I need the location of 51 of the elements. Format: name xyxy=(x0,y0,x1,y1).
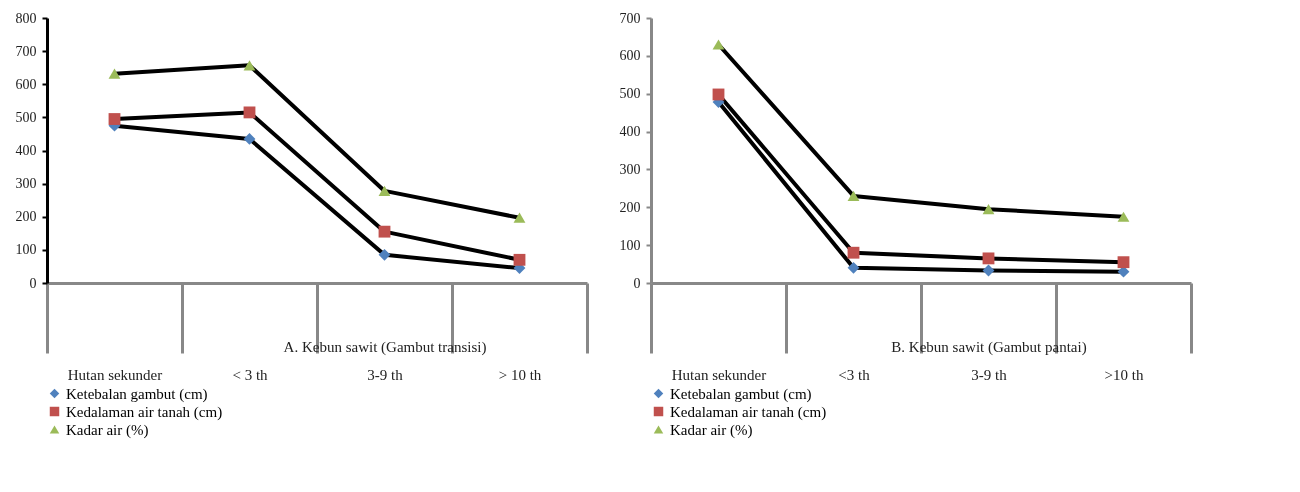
point xyxy=(513,212,526,223)
x-axis-title: A. Kebun sawit (Gambut transisi) xyxy=(283,338,487,356)
y-tick-label: 200 xyxy=(619,199,641,215)
point xyxy=(847,261,860,274)
y-tick-label: 0 xyxy=(29,275,37,291)
point xyxy=(982,252,995,265)
y-tick-label: 300 xyxy=(15,176,37,192)
y-tick-label: 500 xyxy=(619,86,641,102)
x-tick-label: Hutan sekunder xyxy=(671,366,767,383)
y-tick-label: 700 xyxy=(619,10,641,26)
point xyxy=(378,185,391,197)
point xyxy=(982,204,995,215)
y-tick-label: 100 xyxy=(619,237,641,253)
point xyxy=(712,39,725,50)
x-axis-title: B. Kebun sawit (Gambut pantai) xyxy=(891,338,1087,356)
point xyxy=(243,132,256,145)
point xyxy=(378,248,391,261)
y-tick-label: 200 xyxy=(15,209,37,225)
y-tick-label: 100 xyxy=(15,242,37,258)
legend-label: Kadar air (%) xyxy=(66,421,149,439)
x-tick-label: >10 th xyxy=(1104,366,1144,383)
point xyxy=(1117,256,1130,269)
point xyxy=(108,68,121,79)
point xyxy=(378,225,391,238)
point xyxy=(243,106,256,119)
y-tick-label: 700 xyxy=(15,43,37,59)
x-tick-label: <3 th xyxy=(838,366,871,383)
x-tick-label: > 10 th xyxy=(498,366,542,383)
point xyxy=(243,60,256,71)
legend-label: Kedalaman air tanah (cm) xyxy=(66,403,223,421)
x-tick-label: 3-9 th xyxy=(367,366,404,383)
y-tick-label: 500 xyxy=(15,109,37,125)
point xyxy=(1117,211,1130,222)
y-tick-label: 400 xyxy=(619,124,641,140)
y-tick-label: 600 xyxy=(15,76,37,92)
y-tick-label: 400 xyxy=(15,143,37,158)
legend-label: Ketebalan gambut (cm) xyxy=(670,385,812,403)
y-tick-label: 300 xyxy=(619,161,641,177)
y-tick-label: 0 xyxy=(633,275,641,291)
legend-label: Kedalaman air tanah (cm) xyxy=(670,403,827,421)
y-tick-label: 800 xyxy=(15,10,37,26)
point xyxy=(847,246,860,259)
point xyxy=(108,113,121,125)
x-tick-label: Hutan sekunder xyxy=(67,366,163,383)
point xyxy=(513,253,526,266)
x-tick-label: < 3 th xyxy=(232,366,269,383)
legend-label: Ketebalan gambut (cm) xyxy=(66,385,208,403)
point xyxy=(847,190,860,202)
legend-label: Kadar air (%) xyxy=(670,421,753,439)
y-tick-label: 600 xyxy=(619,48,641,64)
x-tick-label: 3-9 th xyxy=(971,366,1008,383)
